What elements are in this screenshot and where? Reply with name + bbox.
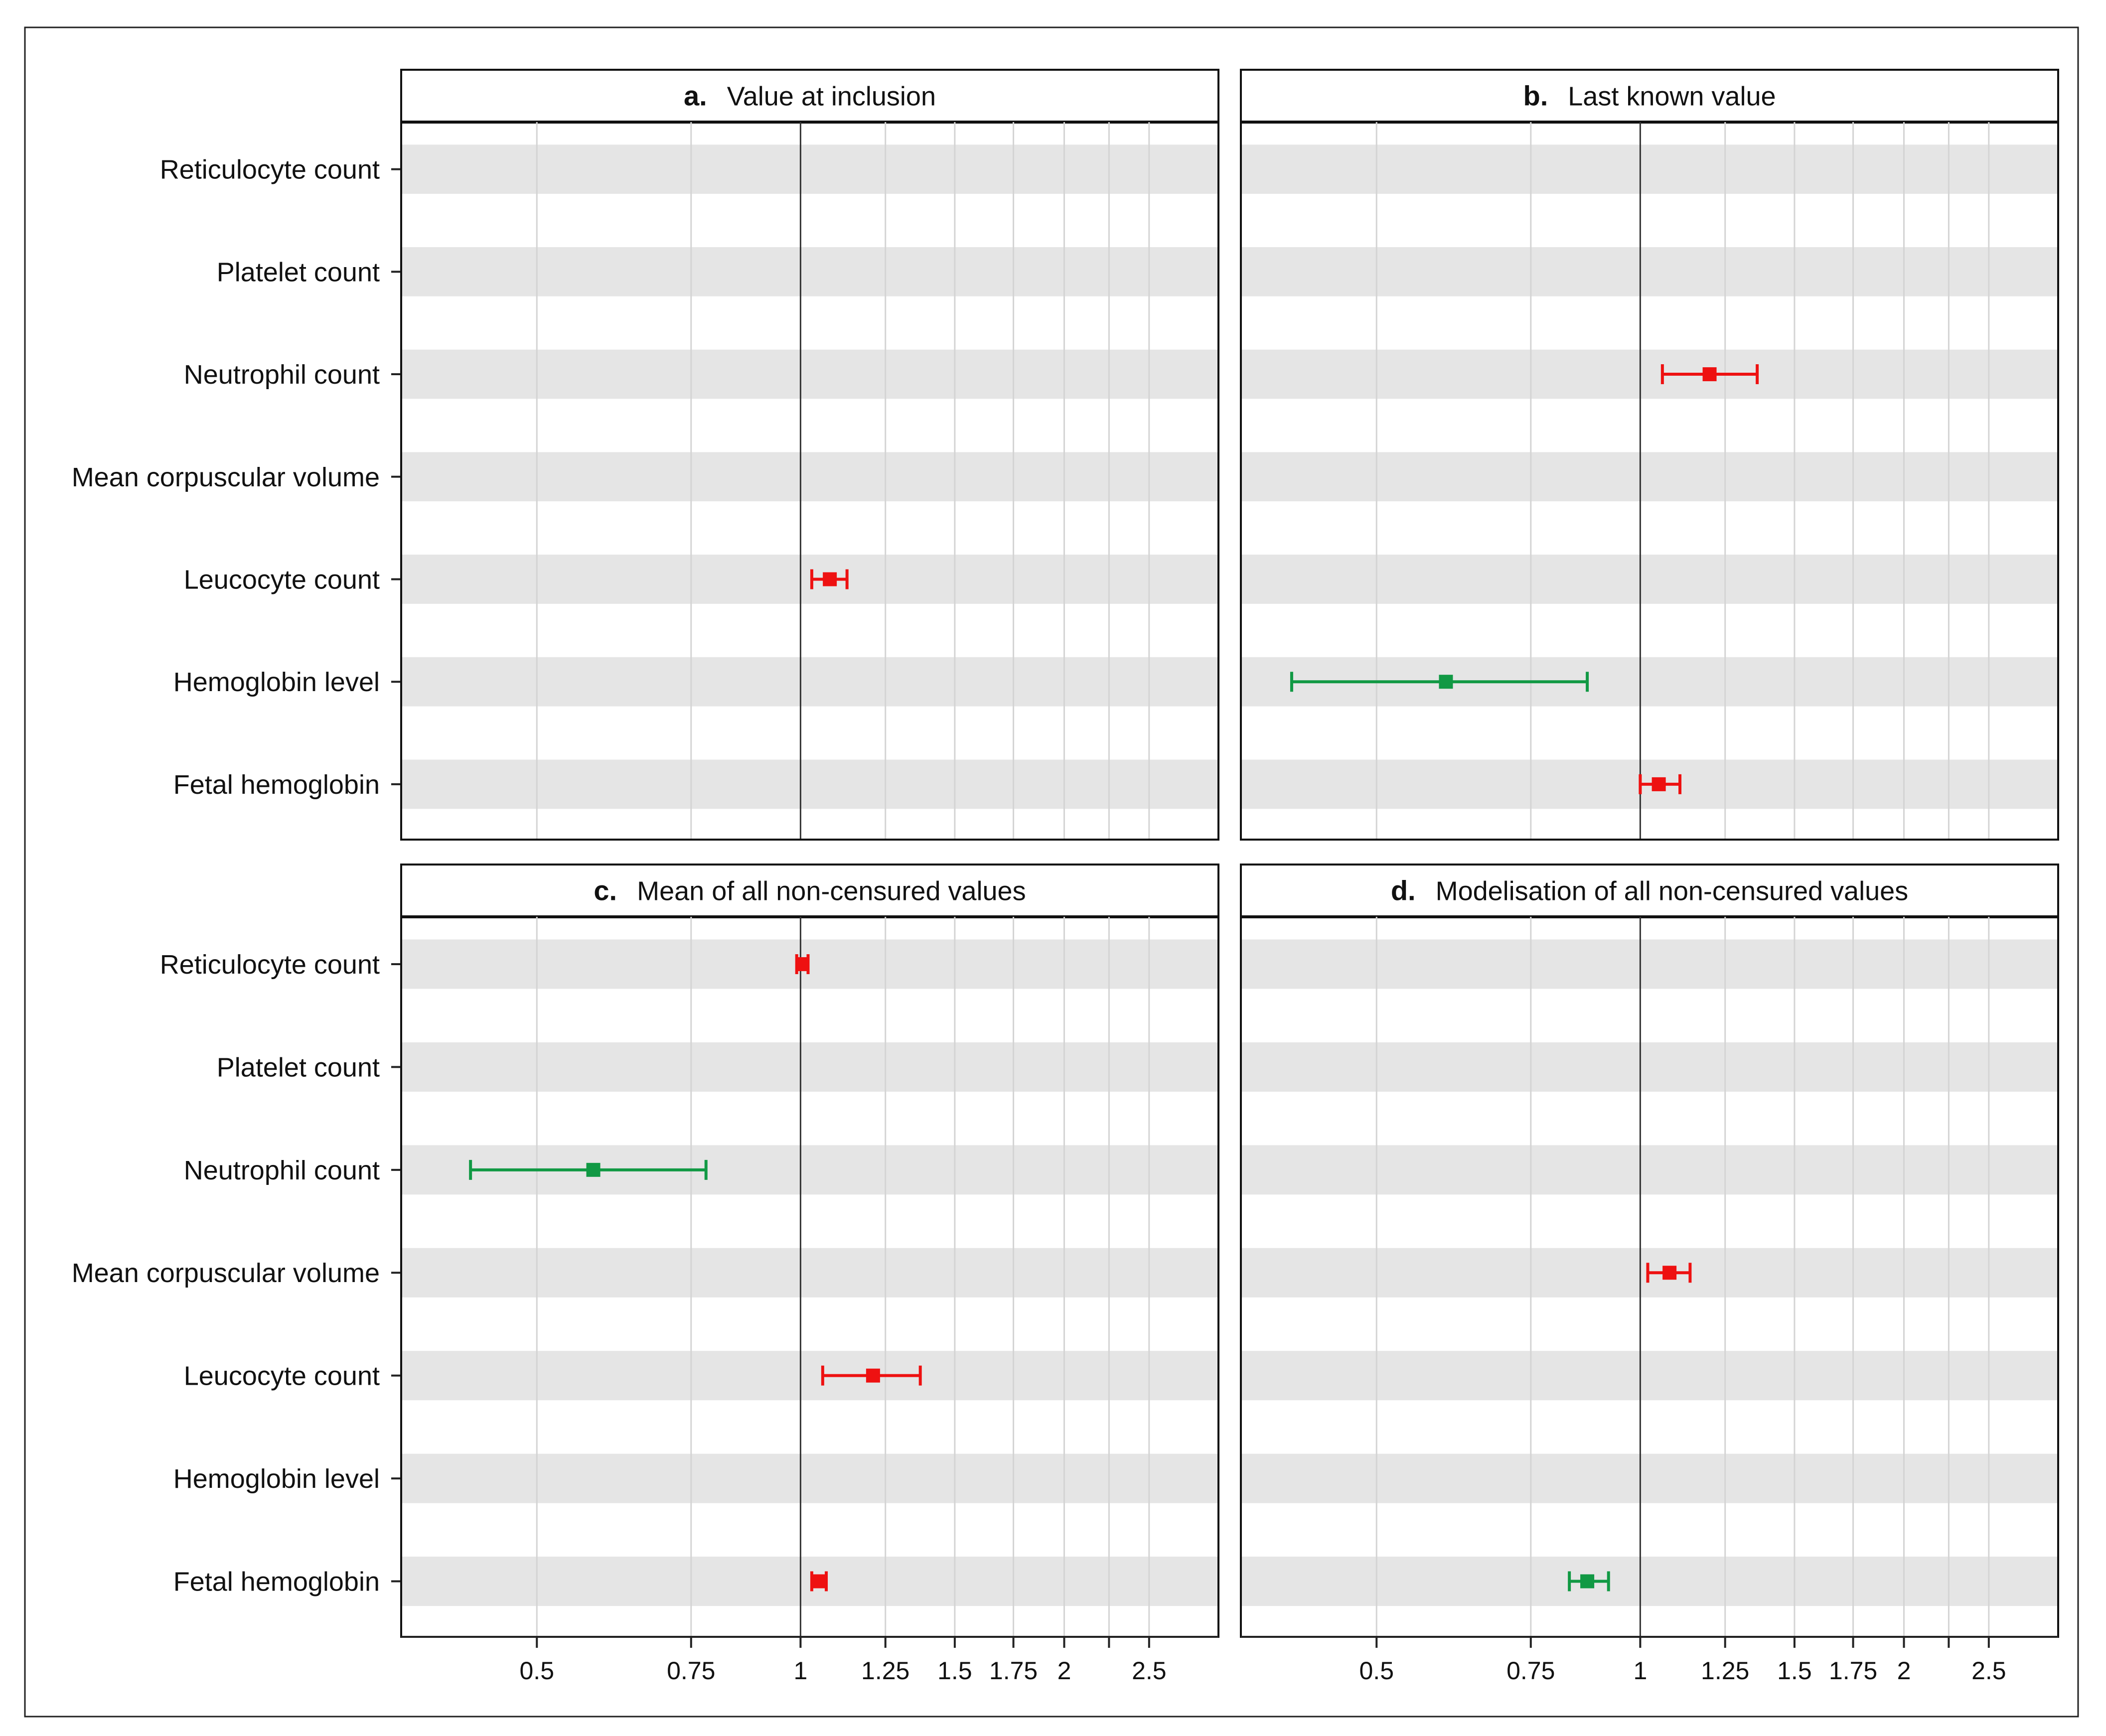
x-axis-0-tick-label-0-5: 0.5 — [520, 1657, 555, 1685]
panel-a-row-band-reticulocyte-count — [401, 145, 1218, 194]
panel-a-row-band-neutrophil-count — [401, 349, 1218, 399]
panel-b-border — [1240, 69, 2059, 841]
x-axis-0-tick-label-0-75: 0.75 — [667, 1657, 715, 1685]
panel-c-y-label-leucocyte-count: Leucocyte count — [184, 1361, 380, 1391]
panel-a-y-label-platelet-count: Platelet count — [217, 257, 380, 287]
panel-c-strip — [400, 864, 1219, 918]
x-axis-0-tick-label-2: 2 — [1057, 1657, 1071, 1685]
panel-b-title: b. Last known value — [1523, 80, 1776, 112]
x-axis-0-tick-label-1-25: 1.25 — [861, 1657, 909, 1685]
panel-a-title: a. Value at inclusion — [684, 80, 936, 112]
panel-b-hemoglobin-level-estimate-marker — [1439, 675, 1453, 689]
panel-a-row-band-leucocyte-count — [401, 555, 1218, 604]
panel-b-row-band-leucocyte-count — [1241, 555, 2058, 604]
panel-c-row-band-fetal-hemoglobin — [401, 1556, 1218, 1606]
panel-c-fetal-hemoglobin-estimate-marker — [812, 1574, 826, 1589]
x-axis-0-tick-label-1-5: 1.5 — [937, 1657, 972, 1685]
panel-d-letter: d. — [1391, 875, 1416, 906]
panel-c-title-text: Mean of all non-censured values — [637, 876, 1026, 906]
panel-a-row-band-mean-corpuscular-volume — [401, 452, 1218, 502]
panel-d-row-band-neutrophil-count — [1241, 1145, 2058, 1195]
panel-b-fetal-hemoglobin-estimate-marker — [1652, 777, 1666, 791]
x-axis-1-tick-label-1: 1 — [1633, 1657, 1647, 1685]
panel-c-row-band-leucocyte-count — [401, 1351, 1218, 1401]
panel-b-row-band-reticulocyte-count — [1241, 145, 2058, 194]
panel-d-row-band-leucocyte-count — [1241, 1351, 2058, 1401]
panel-c-y-label-platelet-count: Platelet count — [217, 1052, 380, 1082]
panel-d: d. Modelisation of all non-censured value… — [1240, 864, 2059, 1638]
panel-c-leucocyte-count-estimate-marker — [866, 1368, 880, 1383]
panel-b-row-band-platelet-count — [1241, 247, 2058, 296]
panel-a-letter: a. — [684, 80, 707, 112]
panel-d-title: d. Modelisation of all non-censured value… — [1391, 875, 1908, 906]
panel-c-y-label-neutrophil-count: Neutrophil count — [184, 1156, 380, 1185]
panel-c-y-label-mean-corpuscular-volume: Mean corpuscular volume — [72, 1258, 380, 1288]
figure-frame — [24, 26, 2079, 1718]
x-axis-1-tick-label-0-75: 0.75 — [1506, 1657, 1555, 1685]
panel-a-row-band-fetal-hemoglobin — [401, 759, 1218, 809]
panel-c-row-band-hemoglobin-level — [401, 1453, 1218, 1503]
panel-d-row-band-fetal-hemoglobin — [1241, 1556, 2058, 1606]
panel-c-title: c. Mean of all non-censured values — [594, 875, 1026, 906]
chart-area: a. Value at inclusion Reticulocyte count Pl… — [72, 69, 2059, 1685]
panel-c-letter: c. — [594, 875, 617, 906]
panel-d-fetal-hemoglobin-estimate-marker — [1580, 1574, 1595, 1589]
panel-b-letter: b. — [1523, 80, 1548, 112]
panel-a-y-label-reticulocyte-count: Reticulocyte count — [160, 155, 380, 185]
panel-b-neutrophil-count-estimate-marker — [1702, 367, 1717, 382]
panel-a-y-label-hemoglobin-level: Hemoglobin level — [173, 667, 380, 697]
panel-a-title-text: Value at inclusion — [727, 82, 936, 112]
x-axis-left: 0.5 0.75 1 1.25 1.5 1.75 2 2.5 — [401, 1636, 1218, 1685]
panel-a-border — [400, 69, 1219, 841]
panel-b: b. Last known value — [1240, 69, 2059, 841]
panel-a-y-label-leucocyte-count: Leucocyte count — [184, 565, 380, 594]
panel-c-row-band-reticulocyte-count — [401, 939, 1218, 989]
x-axis-1-tick-label-2-5: 2.5 — [1971, 1657, 2006, 1685]
panel-d-row-band-platelet-count — [1241, 1042, 2058, 1092]
panel-c-row-band-mean-corpuscular-volume — [401, 1248, 1218, 1298]
panel-c-neutrophil-count-estimate-marker — [586, 1162, 601, 1177]
panel-c-reticulocyte-count-estimate-marker — [795, 957, 810, 971]
x-axis-0-tick-label-2-5: 2.5 — [1132, 1657, 1167, 1685]
panel-c-y-label-reticulocyte-count: Reticulocyte count — [160, 950, 380, 980]
panel-d-mean-corpuscular-volume-estimate-marker — [1662, 1266, 1677, 1280]
panel-a-row-band-hemoglobin-level — [401, 657, 1218, 707]
x-axis-0-tick-label-1-75: 1.75 — [989, 1657, 1038, 1685]
x-axis-1-tick-label-0-5: 0.5 — [1359, 1657, 1394, 1685]
panel-a-y-label-neutrophil-count: Neutrophil count — [184, 360, 380, 390]
x-axis-1-tick-label-2: 2 — [1897, 1657, 1911, 1685]
panel-d-title-text: Modelisation of all non-censured values — [1436, 876, 1909, 906]
panel-a-y-label-fetal-hemoglobin: Fetal hemoglobin — [173, 770, 380, 800]
panel-b-row-band-neutrophil-count — [1241, 349, 2058, 399]
x-axis-right: 0.5 0.75 1 1.25 1.5 1.75 2 2.5 — [1241, 1636, 2058, 1685]
panel-a-y-label-mean-corpuscular-volume: Mean corpuscular volume — [72, 462, 380, 492]
x-axis-0-tick-label-1: 1 — [793, 1657, 807, 1685]
panel-c-row-band-platelet-count — [401, 1042, 1218, 1092]
panel-d-row-band-hemoglobin-level — [1241, 1453, 2058, 1503]
panel-b-row-band-mean-corpuscular-volume — [1241, 452, 2058, 502]
panel-a: a. Value at inclusion Reticulocyte count Pl… — [72, 69, 1219, 841]
panel-c: c. Mean of all non-censured values Reticul… — [72, 864, 1219, 1638]
panel-d-row-band-reticulocyte-count — [1241, 939, 2058, 989]
panel-b-title-text: Last known value — [1568, 82, 1776, 112]
panel-a-row-band-platelet-count — [401, 247, 1218, 296]
panel-c-y-label-hemoglobin-level: Hemoglobin level — [173, 1464, 380, 1494]
x-axis-1-tick-label-1-5: 1.5 — [1777, 1657, 1812, 1685]
panel-a-leucocyte-count-estimate-marker — [823, 572, 837, 586]
panel-c-y-label-fetal-hemoglobin: Fetal hemoglobin — [173, 1567, 380, 1597]
x-axis-1-tick-label-1-75: 1.75 — [1829, 1657, 1877, 1685]
x-axis-1-tick-label-1-25: 1.25 — [1701, 1657, 1749, 1685]
